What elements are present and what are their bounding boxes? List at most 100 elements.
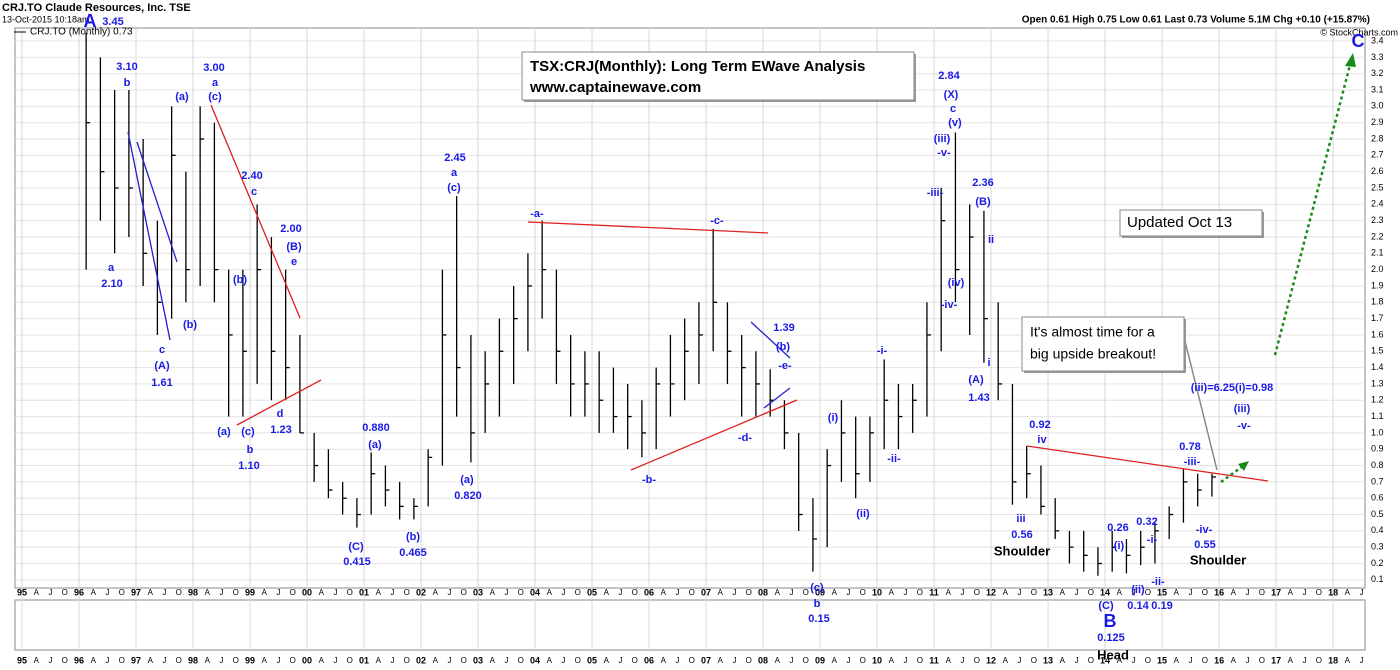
month-label: J: [49, 588, 53, 597]
month-label: J: [106, 656, 110, 665]
y-tick-label: 0.1: [1371, 574, 1384, 584]
month-label: J: [277, 656, 281, 665]
month-label: O: [689, 656, 695, 665]
x-tick-label: 15: [1157, 655, 1167, 665]
x-tick-label: 04: [530, 655, 540, 665]
month-label: O: [632, 656, 638, 665]
wave-label: Head: [1097, 647, 1129, 662]
month-label: O: [803, 656, 809, 665]
wave-label: -b-: [642, 474, 656, 486]
y-tick-label: 0.5: [1371, 509, 1384, 519]
month-label: A: [1288, 588, 1294, 597]
month-label: A: [205, 588, 211, 597]
month-label: J: [49, 656, 53, 665]
x-tick-label: 13: [1043, 655, 1053, 665]
month-label: O: [176, 656, 182, 665]
month-label: A: [946, 656, 952, 665]
wave-label: (iii)=6.25(i)=0.98: [1191, 382, 1274, 394]
y-tick-label: 1.1: [1371, 411, 1384, 421]
month-label: J: [790, 656, 794, 665]
month-label: A: [946, 588, 952, 597]
month-label: J: [505, 588, 509, 597]
month-label: O: [62, 656, 68, 665]
y-tick-label: 3.0: [1371, 101, 1384, 111]
wave-label: (ii): [856, 508, 870, 520]
x-tick-label: 15: [1157, 587, 1167, 597]
month-label: O: [1259, 656, 1265, 665]
wave-label: (iii): [934, 133, 951, 145]
month-label: J: [733, 656, 737, 665]
wave-label: iii: [1016, 513, 1025, 525]
month-label: A: [1345, 656, 1351, 665]
x-tick-label: 08: [758, 587, 768, 597]
x-tick-label: 09: [815, 655, 825, 665]
wave-label: (X): [944, 89, 959, 101]
month-label: J: [1303, 656, 1307, 665]
month-label: A: [775, 588, 781, 597]
x-tick-label: 12: [986, 655, 996, 665]
wave-label: 1.10: [238, 460, 259, 472]
wave-label: c: [950, 103, 956, 115]
x-tick-label: 96: [74, 655, 84, 665]
x-tick-label: 17: [1271, 587, 1281, 597]
month-label: J: [391, 656, 395, 665]
wave-label: e: [291, 256, 297, 268]
wave-label: 0.125: [1097, 632, 1125, 644]
y-tick-label: 0.2: [1371, 558, 1384, 568]
month-label: J: [220, 588, 224, 597]
x-tick-label: 01: [359, 655, 369, 665]
x-tick-label: 98: [188, 655, 198, 665]
wave-label: 0.26: [1107, 522, 1128, 534]
wave-label: -e-: [778, 360, 792, 372]
month-label: A: [832, 656, 838, 665]
month-label: A: [1231, 656, 1237, 665]
wave-label: -i-: [877, 345, 888, 357]
month-label: J: [163, 656, 167, 665]
trendline: [1026, 445, 1269, 482]
wave-label: (a): [368, 439, 382, 451]
y-tick-label: 2.1: [1371, 248, 1384, 258]
month-label: O: [347, 656, 353, 665]
month-label: A: [661, 656, 667, 665]
wave-label: a: [451, 167, 458, 179]
month-label: J: [448, 588, 452, 597]
month-label: J: [106, 588, 110, 597]
month-label: J: [1360, 656, 1364, 665]
wave-label: Shoulder: [1190, 552, 1246, 567]
month-label: O: [632, 588, 638, 597]
month-label: A: [604, 588, 610, 597]
month-label: O: [1031, 588, 1037, 597]
x-tick-label: 12: [986, 587, 996, 597]
trendline: [127, 131, 171, 341]
month-label: A: [1288, 656, 1294, 665]
y-tick-label: 0.3: [1371, 542, 1384, 552]
month-label: O: [803, 588, 809, 597]
x-tick-label: 03: [473, 655, 483, 665]
callout-pointer: [1182, 332, 1218, 471]
x-tick-label: 10: [872, 655, 882, 665]
month-label: J: [505, 656, 509, 665]
wave-label: a: [212, 77, 219, 89]
x-tick-label: 05: [587, 587, 597, 597]
wave-label: d: [277, 408, 284, 420]
month-label: O: [974, 656, 980, 665]
wave-label: (C): [348, 541, 364, 553]
month-label: A: [91, 588, 97, 597]
month-label: A: [1003, 656, 1009, 665]
month-label: A: [262, 588, 268, 597]
wave-label: 3.10: [116, 61, 137, 73]
lower-panel: [14, 599, 1366, 651]
wave-label: 0.19: [1151, 600, 1172, 612]
month-label: J: [562, 656, 566, 665]
wave-label: iv: [1037, 434, 1047, 446]
month-label: A: [205, 656, 211, 665]
updated-text: Updated Oct 13: [1127, 214, 1232, 231]
callout-box: [1021, 316, 1185, 372]
wave-label: -v-: [937, 147, 951, 159]
wave-label: b: [124, 77, 131, 89]
month-label: J: [847, 588, 851, 597]
month-label: J: [448, 656, 452, 665]
plot-frame: [14, 27, 1366, 589]
wave-label: (v): [948, 117, 962, 129]
x-tick-label: 11: [929, 587, 939, 597]
